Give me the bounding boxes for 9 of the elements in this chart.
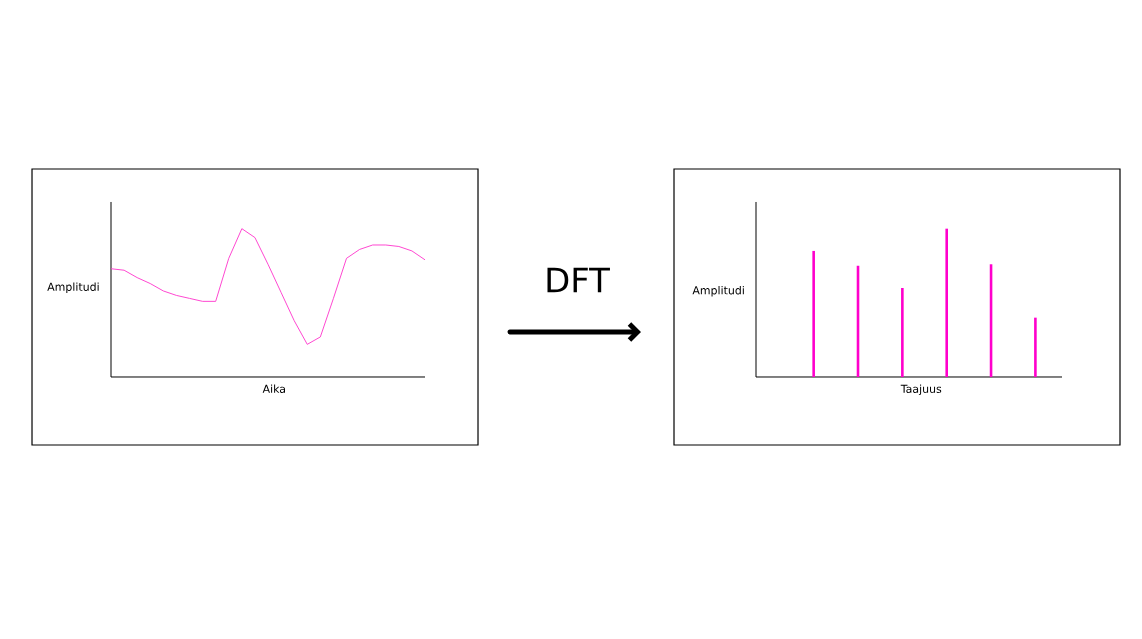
text: DFT — [547, 267, 610, 293]
bar — [901, 288, 904, 377]
bar — [1034, 317, 1037, 377]
x-axis-title: Aika — [262, 384, 286, 393]
x-axis-title: Taajuus — [900, 384, 942, 396]
y-axis-title: Amplitudi — [47, 282, 99, 294]
bar — [812, 250, 815, 377]
bar — [945, 228, 949, 377]
y-axis-title: Amplitudi — [692, 285, 744, 297]
